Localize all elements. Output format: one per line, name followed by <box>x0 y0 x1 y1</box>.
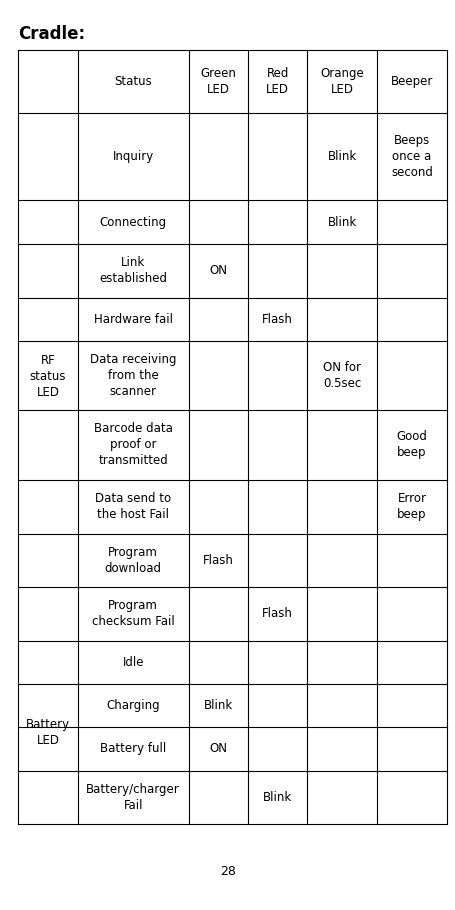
Text: Red
LED: Red LED <box>266 67 288 96</box>
Text: Flash: Flash <box>262 313 293 326</box>
Text: ON: ON <box>209 264 227 278</box>
Text: Blink: Blink <box>263 791 292 804</box>
Text: Flash: Flash <box>202 553 233 567</box>
Text: Beeper: Beeper <box>390 76 432 88</box>
Text: Status: Status <box>114 76 152 88</box>
Text: Idle: Idle <box>122 656 144 669</box>
Text: Error
beep: Error beep <box>396 492 426 521</box>
Text: Connecting: Connecting <box>99 216 167 228</box>
Text: Battery
LED: Battery LED <box>26 718 70 746</box>
Text: Orange
LED: Orange LED <box>320 67 364 96</box>
Text: 28: 28 <box>220 865 235 878</box>
Text: Data send to
the host Fail: Data send to the host Fail <box>95 492 171 521</box>
Text: Cradle:: Cradle: <box>18 25 85 44</box>
Text: Battery/charger
Fail: Battery/charger Fail <box>86 783 180 812</box>
Text: ON: ON <box>209 743 227 755</box>
Text: Charging: Charging <box>106 699 160 713</box>
Text: Inquiry: Inquiry <box>112 150 153 163</box>
Text: RF
status
LED: RF status LED <box>30 355 66 399</box>
Text: Barcode data
proof or
transmitted: Barcode data proof or transmitted <box>94 422 172 468</box>
Text: Data receiving
from the
scanner: Data receiving from the scanner <box>90 353 176 399</box>
Text: Beeps
once a
second: Beeps once a second <box>390 135 432 179</box>
Text: Link
established: Link established <box>99 257 167 286</box>
Text: Blink: Blink <box>327 216 356 228</box>
Text: Green
LED: Green LED <box>200 67 236 96</box>
Text: Program
download: Program download <box>104 546 161 574</box>
Text: Good
beep: Good beep <box>396 430 426 460</box>
Text: Battery full: Battery full <box>100 743 166 755</box>
Text: ON for
0.5sec: ON for 0.5sec <box>323 361 361 390</box>
Text: Program
checksum Fail: Program checksum Fail <box>91 599 174 628</box>
Text: Flash: Flash <box>262 607 293 620</box>
Text: Blink: Blink <box>203 699 233 713</box>
Text: Blink: Blink <box>327 150 356 163</box>
Text: Hardware fail: Hardware fail <box>93 313 172 326</box>
